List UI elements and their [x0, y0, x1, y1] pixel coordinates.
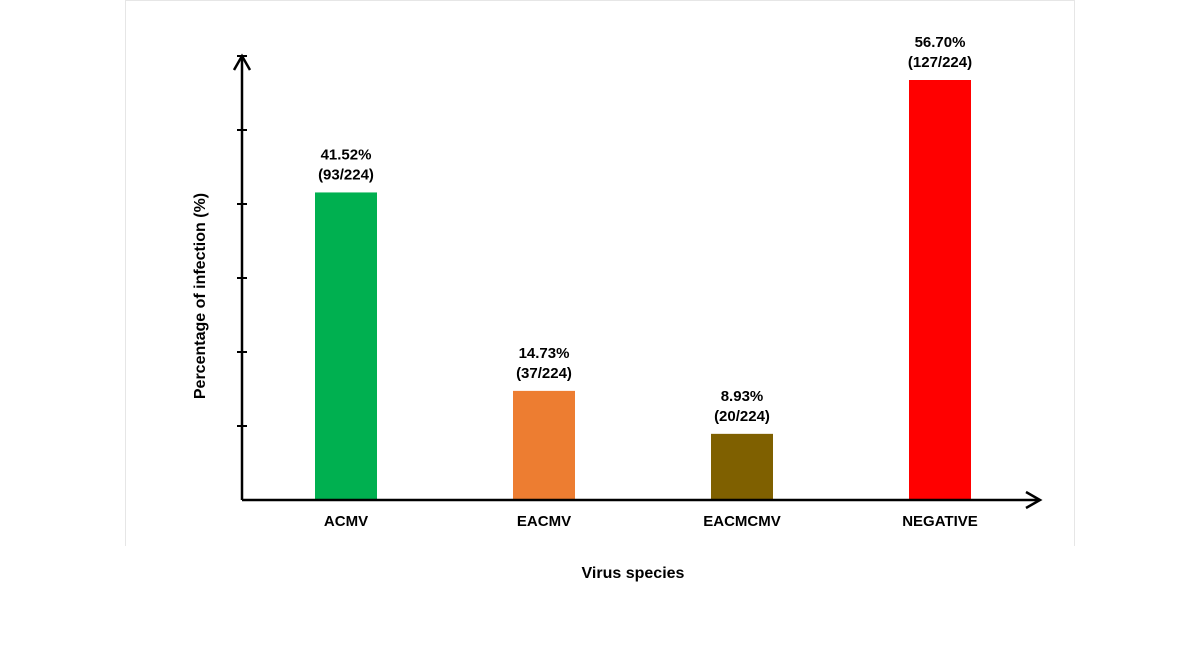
data-label-count: (93/224) — [318, 166, 374, 183]
category-label: EACMV — [517, 513, 571, 530]
chart-frame — [125, 0, 1075, 546]
data-label-percent: 56.70% — [915, 34, 966, 51]
bar-acmv — [315, 192, 377, 500]
x-axis-title: Virus species — [582, 565, 685, 582]
y-axis-title: Percentage of infection (%) — [192, 193, 209, 399]
data-label-percent: 8.93% — [721, 388, 764, 405]
data-label-count: (20/224) — [714, 408, 770, 425]
x-axis-arrow — [1025, 490, 1043, 510]
category-labels-group: ACMV EACMV EACMCMV NEGATIVE — [324, 513, 978, 530]
bar-eacmv — [513, 390, 575, 500]
data-label-count: (127/224) — [908, 54, 972, 71]
bars-group — [315, 80, 971, 500]
data-label-percent: 41.52% — [321, 146, 372, 163]
bar-negative — [909, 80, 971, 500]
category-label: ACMV — [324, 513, 368, 530]
data-label-count: (37/224) — [516, 365, 572, 382]
data-labels-group: 41.52% (93/224) 14.73% (37/224) 8.93% (20/224… — [318, 34, 972, 425]
category-label: EACMCMV — [703, 513, 781, 530]
bar-eacmcmv — [711, 433, 773, 500]
axes-group — [232, 53, 1043, 510]
data-label-percent: 14.73% — [519, 345, 570, 362]
category-label: NEGATIVE — [902, 513, 978, 530]
